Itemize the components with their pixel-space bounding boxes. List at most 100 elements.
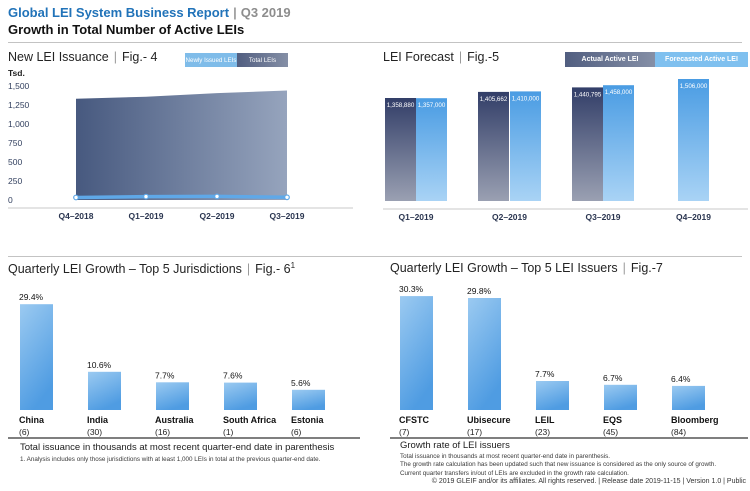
- bar-China: [20, 304, 53, 410]
- fig7-fig-label: Fig.-7: [630, 261, 663, 275]
- bar-EQS: [604, 384, 637, 410]
- fig4-title-pipe: |: [113, 50, 117, 64]
- top5-jurisdictions-chart: 29.4% China (6) 10.6% India (30) 7.7% Australia…: [8, 292, 360, 439]
- bar-Estonia: [292, 389, 325, 410]
- bar-CFSTC: [400, 296, 433, 410]
- fig6-fig-label: Fig.- 6: [255, 262, 291, 277]
- legend-chip-forecasted-active: Forecasted Active LEI: [655, 52, 748, 67]
- top5-issuers-chart: 30.3% CFSTC (7) 29.8% Ubisecure (17) 7.7% LEIL (…: [390, 285, 748, 439]
- y-tick-label: 1,500: [8, 81, 30, 91]
- bar-LEIL: [536, 381, 569, 410]
- count-label: (84): [671, 427, 686, 437]
- category-label: Australia: [155, 415, 195, 425]
- page-footer: © 2019 GLEIF and/or its affiliates. All …: [431, 478, 746, 485]
- y-tick-label: 0: [8, 195, 13, 205]
- report-title-text: Global LEI System Business Report: [8, 5, 230, 20]
- x-axis-label: Q3–2019: [586, 212, 621, 222]
- x-axis-label: Q3–2019: [270, 211, 305, 221]
- fig7-title: Quarterly LEI Growth – Top 5 LEI Issuers…: [390, 261, 663, 275]
- actual-bar-Q1–2019: [385, 98, 416, 201]
- newly-issued-marker: [214, 193, 220, 200]
- title-divider: |: [233, 5, 237, 20]
- category-label: China: [19, 415, 45, 425]
- bar-value-label: 1,458,000: [605, 89, 633, 96]
- category-label: Ubisecure: [467, 415, 511, 425]
- fig5-title-pipe: |: [458, 50, 463, 64]
- report-subtitle: Growth in Total Number of Active LEIs: [8, 22, 245, 37]
- fig4-title: New LEI Issuance | Fig.- 4: [8, 50, 157, 64]
- pct-label: 29.4%: [19, 292, 44, 302]
- actual-bar-Q2–2019: [478, 91, 509, 201]
- fig7-footnote-2: The growth rate calculation has been upd…: [400, 461, 717, 477]
- fig5-title-text: LEI Forecast: [383, 50, 454, 64]
- category-label: Bloomberg: [671, 415, 719, 425]
- y-tick-label: 250: [8, 176, 22, 186]
- x-axis-label: Q2–2019: [492, 212, 527, 222]
- fig7-title-text: Quarterly LEI Growth – Top 5 LEI Issuers: [390, 261, 618, 275]
- newly-issued-line: [74, 194, 289, 200]
- fig6-title: Quarterly LEI Growth – Top 5 Jurisdictio…: [8, 261, 295, 276]
- fig6-title-pipe: |: [246, 262, 251, 277]
- category-label: EQS: [603, 415, 622, 425]
- bar-value-label: 1,357,000: [418, 102, 446, 109]
- y-tick-label: 500: [8, 157, 22, 167]
- fig6-footnote-heading: Total issuance in thousands at most rece…: [20, 442, 335, 453]
- newly-issued-marker: [284, 194, 290, 201]
- bar-value-label: 1,410,000: [512, 95, 540, 102]
- bar-value-label: 1,405,662: [480, 96, 508, 103]
- count-label: (1): [223, 427, 234, 437]
- actual-bar-Q3–2019: [572, 87, 603, 201]
- pct-label: 6.4%: [671, 374, 691, 384]
- x-axis-label: Q4–2019: [676, 212, 711, 222]
- fig5-fig-label: Fig.-5: [467, 50, 500, 64]
- pct-label: 7.7%: [535, 369, 555, 379]
- fig4-y-unit: Tsd.: [8, 68, 25, 78]
- x-axis-label: Q4–2018: [59, 211, 94, 221]
- count-label: (30): [87, 427, 102, 437]
- pct-label: 7.7%: [155, 370, 175, 380]
- count-label: (7): [399, 427, 410, 437]
- count-label: (6): [19, 427, 30, 437]
- y-tick-label: 750: [8, 138, 22, 148]
- y-tick-label: 1,000: [8, 119, 30, 129]
- count-label: (16): [155, 427, 170, 437]
- fig7-title-pipe: |: [622, 261, 626, 275]
- pct-label: 6.7%: [603, 373, 623, 383]
- legend-chip-actual-active: Actual Active LEI: [565, 52, 655, 67]
- category-label: South Africa: [223, 415, 277, 425]
- category-label: LEIL: [535, 415, 555, 425]
- newly-issued-marker: [143, 193, 149, 200]
- legend-chip-total-leis: Total LEIs: [237, 53, 288, 67]
- fig4-legend: Newly Issued LEIs Total LEIs: [185, 53, 288, 67]
- bar-Bloomberg: [672, 385, 705, 410]
- bar-Australia: [156, 382, 189, 410]
- fig7-footnote-1: Total issuance in thousands at most rece…: [400, 453, 611, 460]
- fig5-title: LEI Forecast | Fig.-5: [383, 50, 499, 64]
- bar-India: [88, 371, 121, 410]
- fig6-footnote: 1. Analysis includes only those jurisdic…: [20, 456, 321, 463]
- total-leis-area: [76, 90, 287, 200]
- fig6-title-text: Quarterly LEI Growth – Top 5 Jurisdictio…: [8, 262, 242, 277]
- x-axis-label: Q1–2019: [399, 212, 434, 222]
- new-lei-issuance-chart: 1,500 1,250 1,000 750 500 250 0 Q4–2018 Q1–2019 Q…: [8, 81, 353, 221]
- forecast-bar-Q1–2019: [416, 98, 447, 201]
- pct-label: 5.6%: [291, 378, 311, 388]
- forecast-bar-Q3–2019: [603, 85, 634, 201]
- legend-chip-newly-issued: Newly Issued LEIs: [185, 53, 237, 67]
- header-rule: [8, 42, 742, 43]
- report-title: Global LEI System Business Report | Q3 201…: [8, 5, 291, 20]
- pct-label: 29.8%: [467, 286, 492, 296]
- section-rule: [8, 256, 742, 257]
- fig4-title-text: New LEI Issuance: [8, 50, 109, 64]
- count-label: (6): [291, 427, 302, 437]
- forecast-bar-Q2–2019: [510, 91, 541, 201]
- count-label: (45): [603, 427, 618, 437]
- pct-label: 10.6%: [87, 360, 112, 370]
- bar-South Africa: [224, 382, 257, 410]
- lei-forecast-chart: 1,358,880 1,405,662 1,440,795 1,357,000 1,41…: [383, 79, 748, 222]
- pct-label: 30.3%: [399, 285, 424, 294]
- category-label: Estonia: [291, 415, 325, 425]
- bar-value-label: 1,506,000: [680, 83, 708, 90]
- pct-label: 7.6%: [223, 371, 243, 381]
